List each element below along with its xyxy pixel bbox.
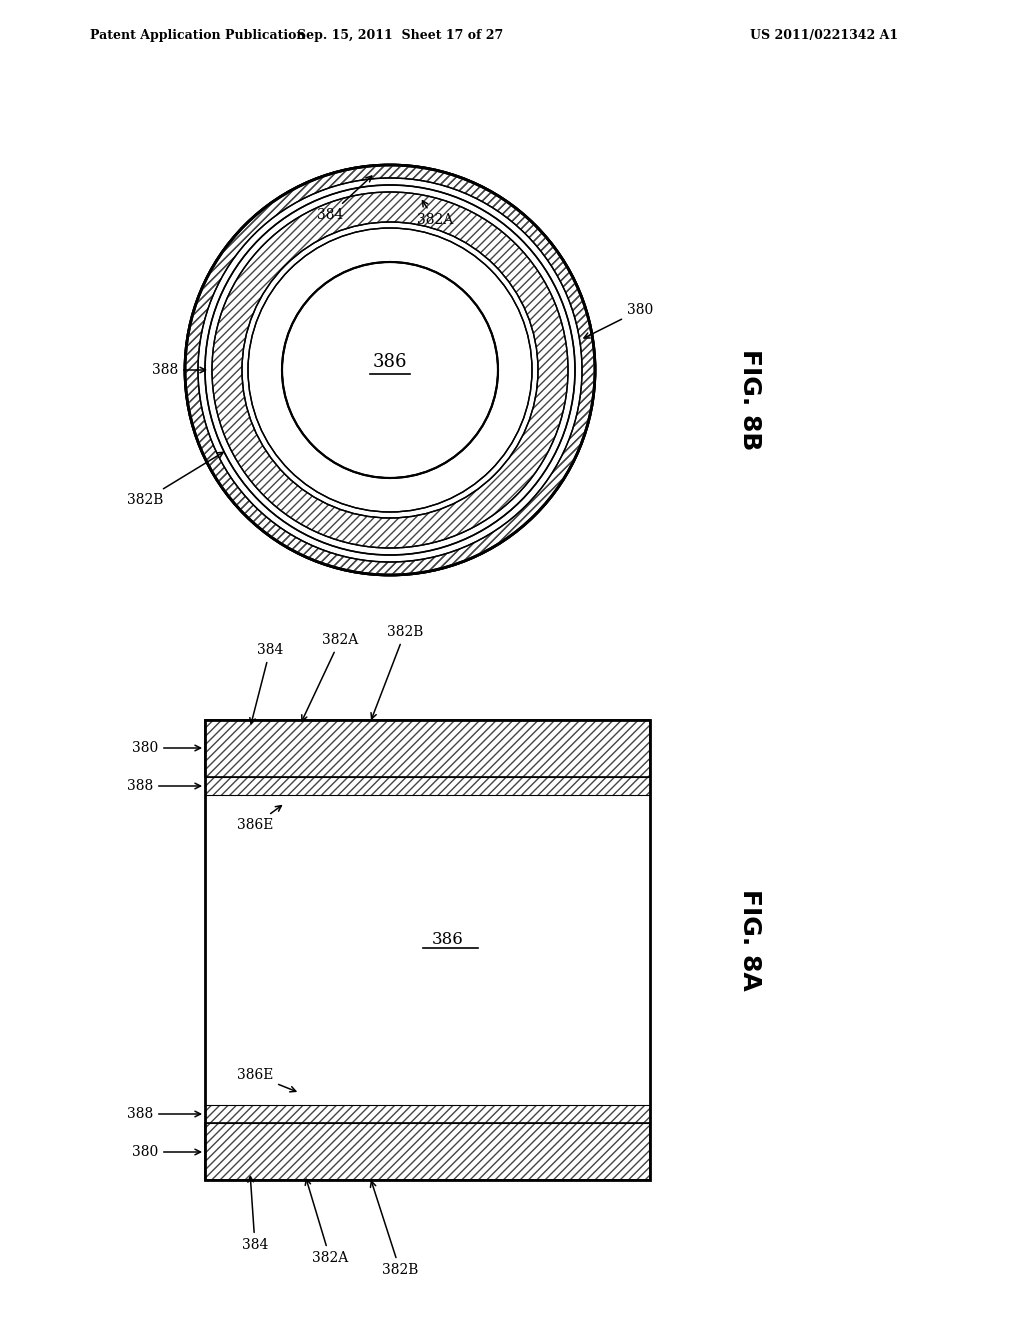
Circle shape [282,261,498,478]
Text: FIG. 8B: FIG. 8B [738,350,762,450]
Bar [205,1123,650,1180]
Bar [205,1105,650,1123]
Text: 382A: 382A [302,634,358,721]
Text: US 2011/0221342 A1: US 2011/0221342 A1 [750,29,898,41]
Text: Patent Application Publication: Patent Application Publication [90,29,305,41]
Text: 382B: 382B [127,453,223,507]
Circle shape [185,165,595,576]
Bar [205,719,650,777]
Circle shape [185,165,595,576]
Bar [205,719,650,1180]
Text: 386E: 386E [237,805,282,832]
Text: 386: 386 [373,352,408,371]
Text: FIG. 8A: FIG. 8A [738,890,762,991]
Bar [205,1123,650,1180]
Bar [205,1105,650,1123]
Text: 382B: 382B [371,624,423,719]
Text: 384: 384 [242,1176,268,1251]
Text: 386E: 386E [237,1068,296,1092]
Circle shape [242,222,538,517]
Bar [205,777,650,795]
Circle shape [198,178,582,562]
Text: 382A: 382A [305,1179,348,1265]
Bar [205,719,650,1180]
Bar [205,777,650,795]
Text: 384: 384 [250,643,284,723]
Text: 380: 380 [584,304,653,338]
Text: 386: 386 [432,932,464,949]
Text: 382A: 382A [417,201,454,227]
Bar [205,1123,650,1180]
Text: 380: 380 [132,741,201,755]
Text: 382B: 382B [371,1181,418,1276]
Text: 388: 388 [127,1107,201,1121]
Bar [205,719,650,777]
Text: 388: 388 [152,363,206,378]
Text: 384: 384 [316,176,372,222]
Circle shape [248,228,532,512]
Bar [205,777,650,795]
Bar [205,719,650,777]
Circle shape [205,185,575,554]
Circle shape [212,191,568,548]
Text: 388: 388 [127,779,201,793]
Text: Sep. 15, 2011  Sheet 17 of 27: Sep. 15, 2011 Sheet 17 of 27 [297,29,503,41]
Bar [205,1105,650,1123]
Text: 380: 380 [132,1144,201,1159]
